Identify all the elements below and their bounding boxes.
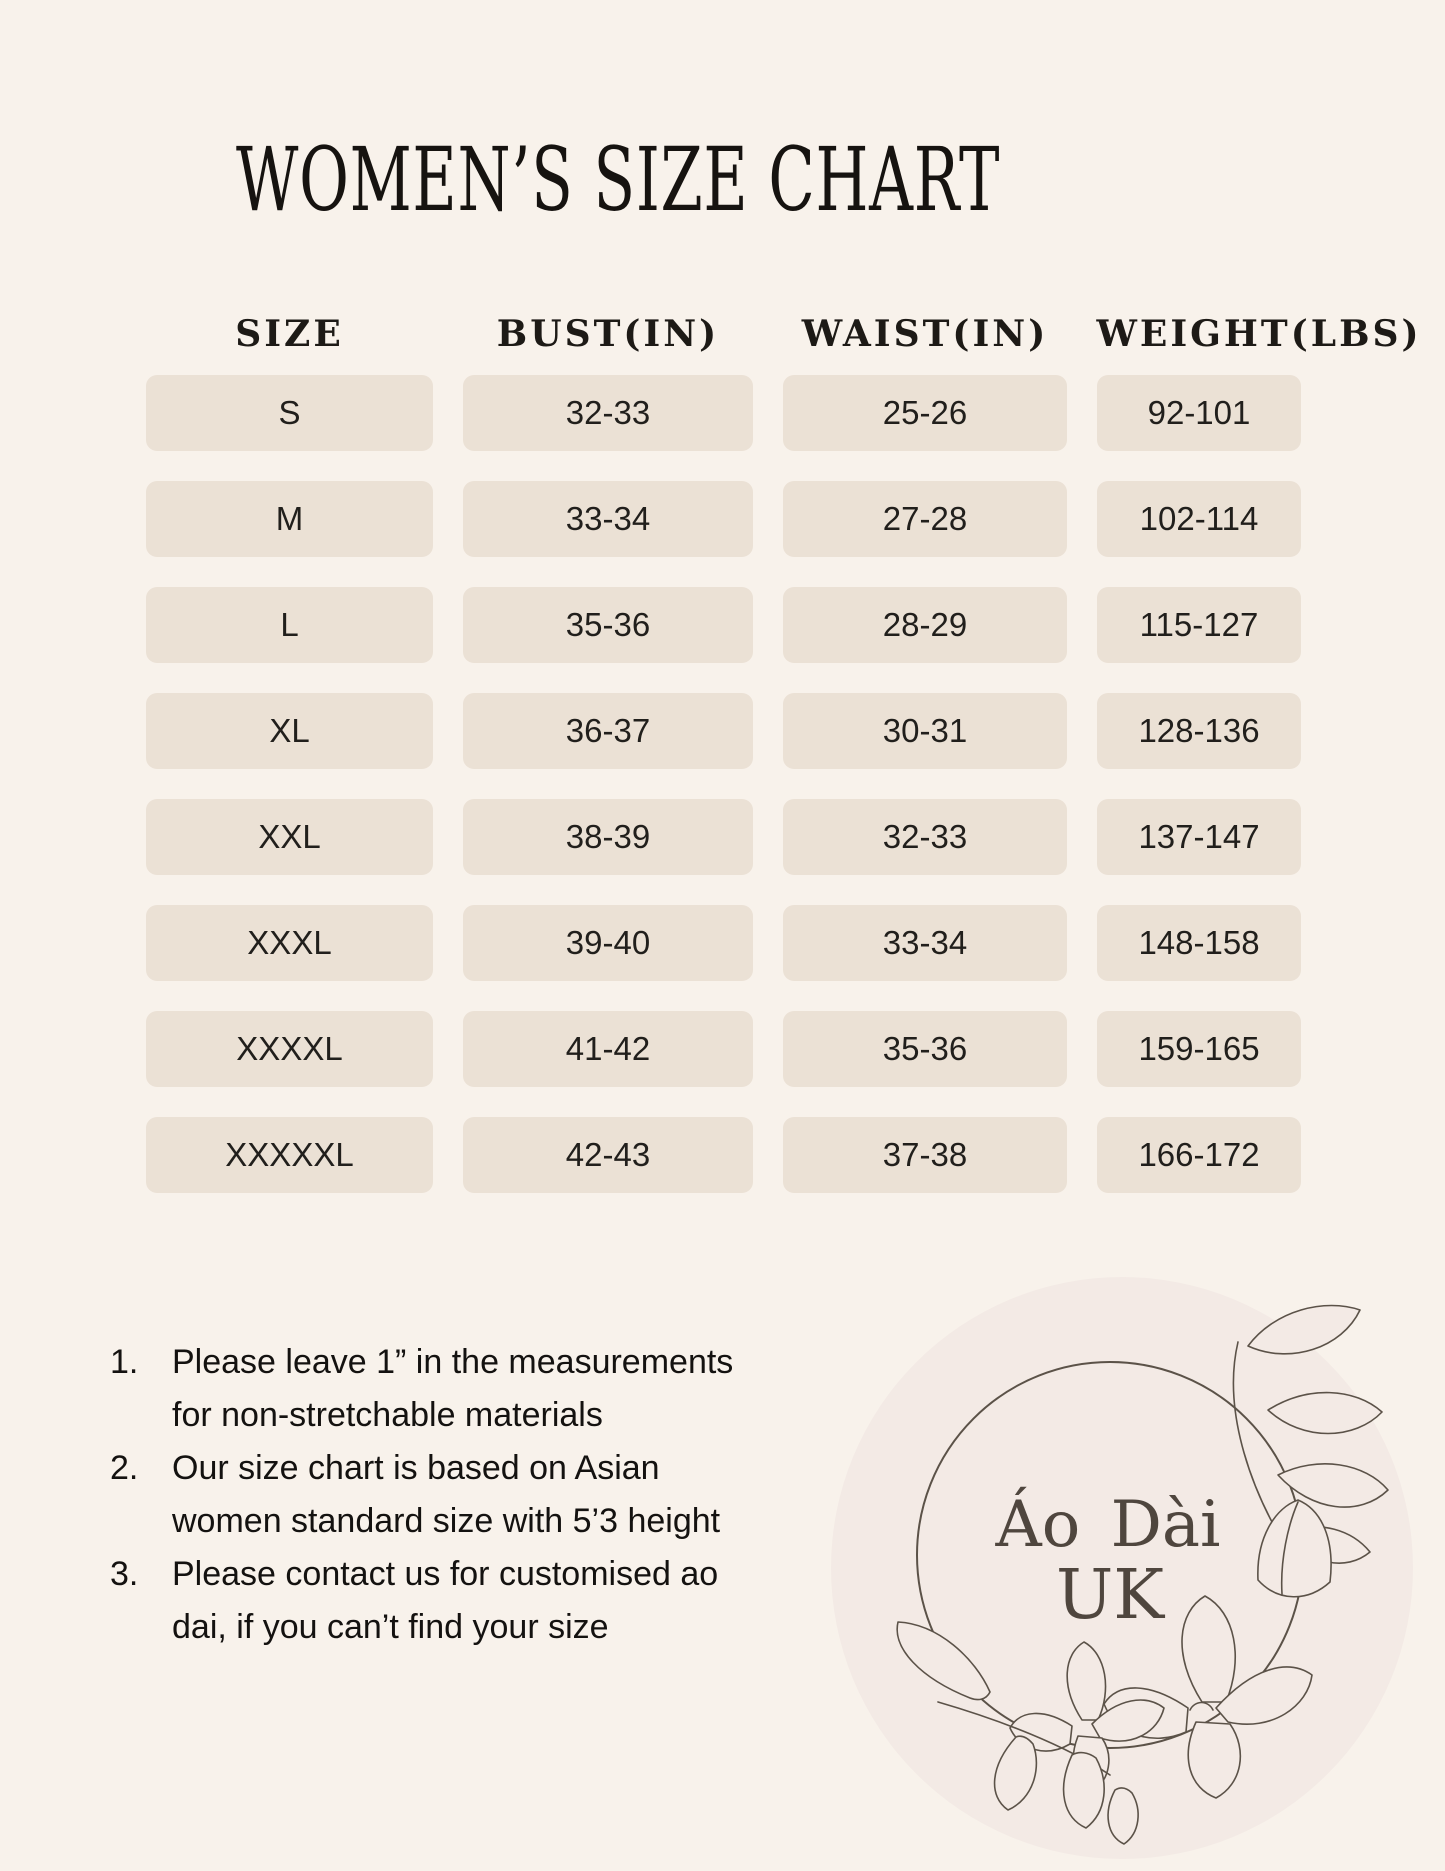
note-text: Please contact us for customised ao dai, … (172, 1548, 730, 1654)
value-cell: 36-37 (463, 693, 753, 769)
note-line: women standard size with 5’3 height (172, 1502, 721, 1540)
value-cell: 92-101 (1097, 375, 1301, 451)
value-cell: 38-39 (463, 799, 753, 875)
value-cell: 35-36 (783, 1011, 1067, 1087)
value-cell: 41-42 (463, 1011, 753, 1087)
value-cell: 37-38 (783, 1117, 1067, 1193)
size-cell: L (146, 587, 433, 663)
note-line: Please leave 1” in the measurements (172, 1343, 734, 1381)
page-title: WOMEN’S SIZE CHART (236, 128, 1001, 231)
size-cell: XXXXL (146, 1011, 433, 1087)
value-cell: 148-158 (1097, 905, 1301, 981)
column-header-weight: WEIGHT(LBS) (1096, 313, 1422, 355)
table-header-row: SIZE BUST(IN) WAIST(IN) WEIGHT(LBS) (146, 310, 1418, 358)
value-cell: 159-165 (1097, 1011, 1301, 1087)
logo-text-line1: Áo Dài (994, 1487, 1220, 1562)
floral-line-art (896, 1304, 1389, 1845)
note-line: Our size chart is based on Asian (172, 1449, 660, 1487)
value-cell: 33-34 (463, 481, 753, 557)
column-header-bust: BUST(IN) (496, 313, 720, 355)
note-number: 3. (110, 1555, 139, 1593)
value-cell: 33-34 (783, 905, 1067, 981)
note-line: dai, if you can’t find your size (172, 1608, 609, 1646)
brand-logo: Áo Dài UK (831, 1277, 1413, 1859)
value-cell: 27-28 (783, 481, 1067, 557)
note-line: for non-stretchable materials (172, 1396, 603, 1434)
note-item: 1. Please leave 1” in the measurements for… (110, 1336, 733, 1442)
size-cell: XL (146, 693, 433, 769)
value-cell: 42-43 (463, 1117, 753, 1193)
value-cell: 39-40 (463, 905, 753, 981)
value-cell: 35-36 (463, 587, 753, 663)
logo-text-line2: UK (1056, 1556, 1165, 1635)
value-cell: 102-114 (1097, 481, 1301, 557)
note-number: 1. (110, 1343, 139, 1381)
note-text: Our size chart is based on Asian women st… (172, 1442, 730, 1548)
size-cell: XXL (146, 799, 433, 875)
value-cell: 32-33 (463, 375, 753, 451)
value-cell: 32-33 (783, 799, 1067, 875)
value-cell: 115-127 (1097, 587, 1301, 663)
value-cell: 28-29 (783, 587, 1067, 663)
note-line: Please contact us for customised ao (172, 1555, 719, 1593)
note-number: 2. (110, 1449, 139, 1487)
size-cell: XXXXXL (146, 1117, 433, 1193)
notes-list: 1. Please leave 1” in the measurements for… (110, 1336, 733, 1654)
value-cell: 30-31 (783, 693, 1067, 769)
value-cell: 128-136 (1097, 693, 1301, 769)
size-cell: XXXL (146, 905, 433, 981)
note-item: 3. Please contact us for customised ao dai… (110, 1548, 730, 1654)
size-table: S 32-33 25-26 92-101 M 33-34 27-28 102-114 L 35-3… (146, 375, 1301, 1193)
note-item: 2. Our size chart is based on Asian women … (110, 1442, 730, 1548)
column-header-waist: WAIST(IN) (801, 313, 1049, 355)
value-cell: 25-26 (783, 375, 1067, 451)
column-header-size: SIZE (235, 313, 344, 355)
value-cell: 137-147 (1097, 799, 1301, 875)
value-cell: 166-172 (1097, 1117, 1301, 1193)
note-text: Please leave 1” in the measurements for n… (172, 1336, 733, 1442)
size-cell: M (146, 481, 433, 557)
size-cell: S (146, 375, 433, 451)
